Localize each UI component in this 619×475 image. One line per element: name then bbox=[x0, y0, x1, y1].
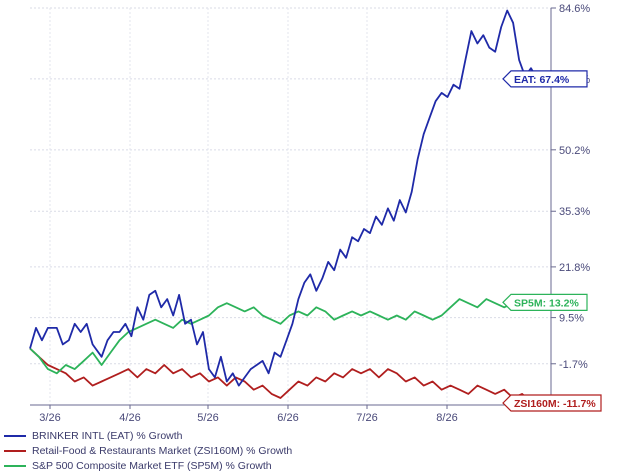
legend-label-eat: BRINKER INTL (EAT) % Growth bbox=[32, 429, 183, 442]
legend-item-sp5m[interactable]: S&P 500 Composite Market ETF (SP5M) % Gr… bbox=[4, 458, 292, 473]
legend-swatch-zsi160m bbox=[4, 449, 26, 452]
legend-label-zsi160m: Retail-Food & Restaurants Market (ZSI160… bbox=[32, 444, 293, 457]
series-line-zsi160m bbox=[29, 347, 538, 406]
flag-box-eat bbox=[502, 70, 588, 88]
series-line-eat bbox=[29, 9, 538, 387]
flag-label-eat: EAT: 67.4% bbox=[514, 74, 570, 86]
flag-label-zsi160m: ZSI160M: -11.7% bbox=[514, 398, 596, 410]
flag-box-sp5m bbox=[502, 293, 588, 311]
flag-box-zsi160m bbox=[502, 394, 602, 412]
flag-eat: EAT: 67.4% bbox=[502, 70, 588, 88]
y-tick-label: 84.6% bbox=[559, 3, 590, 15]
y-tick-label: 50.2% bbox=[559, 145, 590, 157]
y-tick-label: 35.3% bbox=[559, 206, 590, 218]
axes: 84.6%67.4%50.2%35.3%21.8%9.5%-1.7%-11.7%… bbox=[30, 3, 593, 424]
x-tick-label: 7/26 bbox=[356, 412, 377, 424]
y-tick-label: -1.7% bbox=[559, 359, 588, 371]
legend: BRINKER INTL (EAT) % Growth Retail-Food … bbox=[4, 428, 292, 473]
legend-swatch-sp5m bbox=[4, 464, 26, 467]
legend-item-eat[interactable]: BRINKER INTL (EAT) % Growth bbox=[4, 428, 292, 443]
x-tick-label: 3/26 bbox=[39, 412, 60, 424]
x-tick-label: 5/26 bbox=[197, 412, 218, 424]
y-tick-label: 9.5% bbox=[559, 313, 584, 325]
series-lines bbox=[29, 9, 538, 406]
legend-item-zsi160m[interactable]: Retail-Food & Restaurants Market (ZSI160… bbox=[4, 443, 292, 458]
x-tick-label: 8/26 bbox=[436, 412, 457, 424]
series-line-sp5m bbox=[29, 298, 538, 375]
flag-sp5m: SP5M: 13.2% bbox=[502, 293, 588, 311]
flag-zsi160m: ZSI160M: -11.7% bbox=[502, 394, 602, 412]
x-tick-label: 4/26 bbox=[119, 412, 140, 424]
x-tick-label: 6/26 bbox=[277, 412, 298, 424]
series-flags: EAT: 67.4% ZSI160M: -11.7% SP5M: 13.2% bbox=[502, 70, 602, 412]
legend-label-sp5m: S&P 500 Composite Market ETF (SP5M) % Gr… bbox=[32, 459, 272, 472]
y-tick-label: 21.8% bbox=[559, 262, 590, 274]
legend-swatch-eat bbox=[4, 434, 26, 437]
grid bbox=[30, 7, 551, 406]
flag-label-sp5m: SP5M: 13.2% bbox=[514, 297, 579, 309]
